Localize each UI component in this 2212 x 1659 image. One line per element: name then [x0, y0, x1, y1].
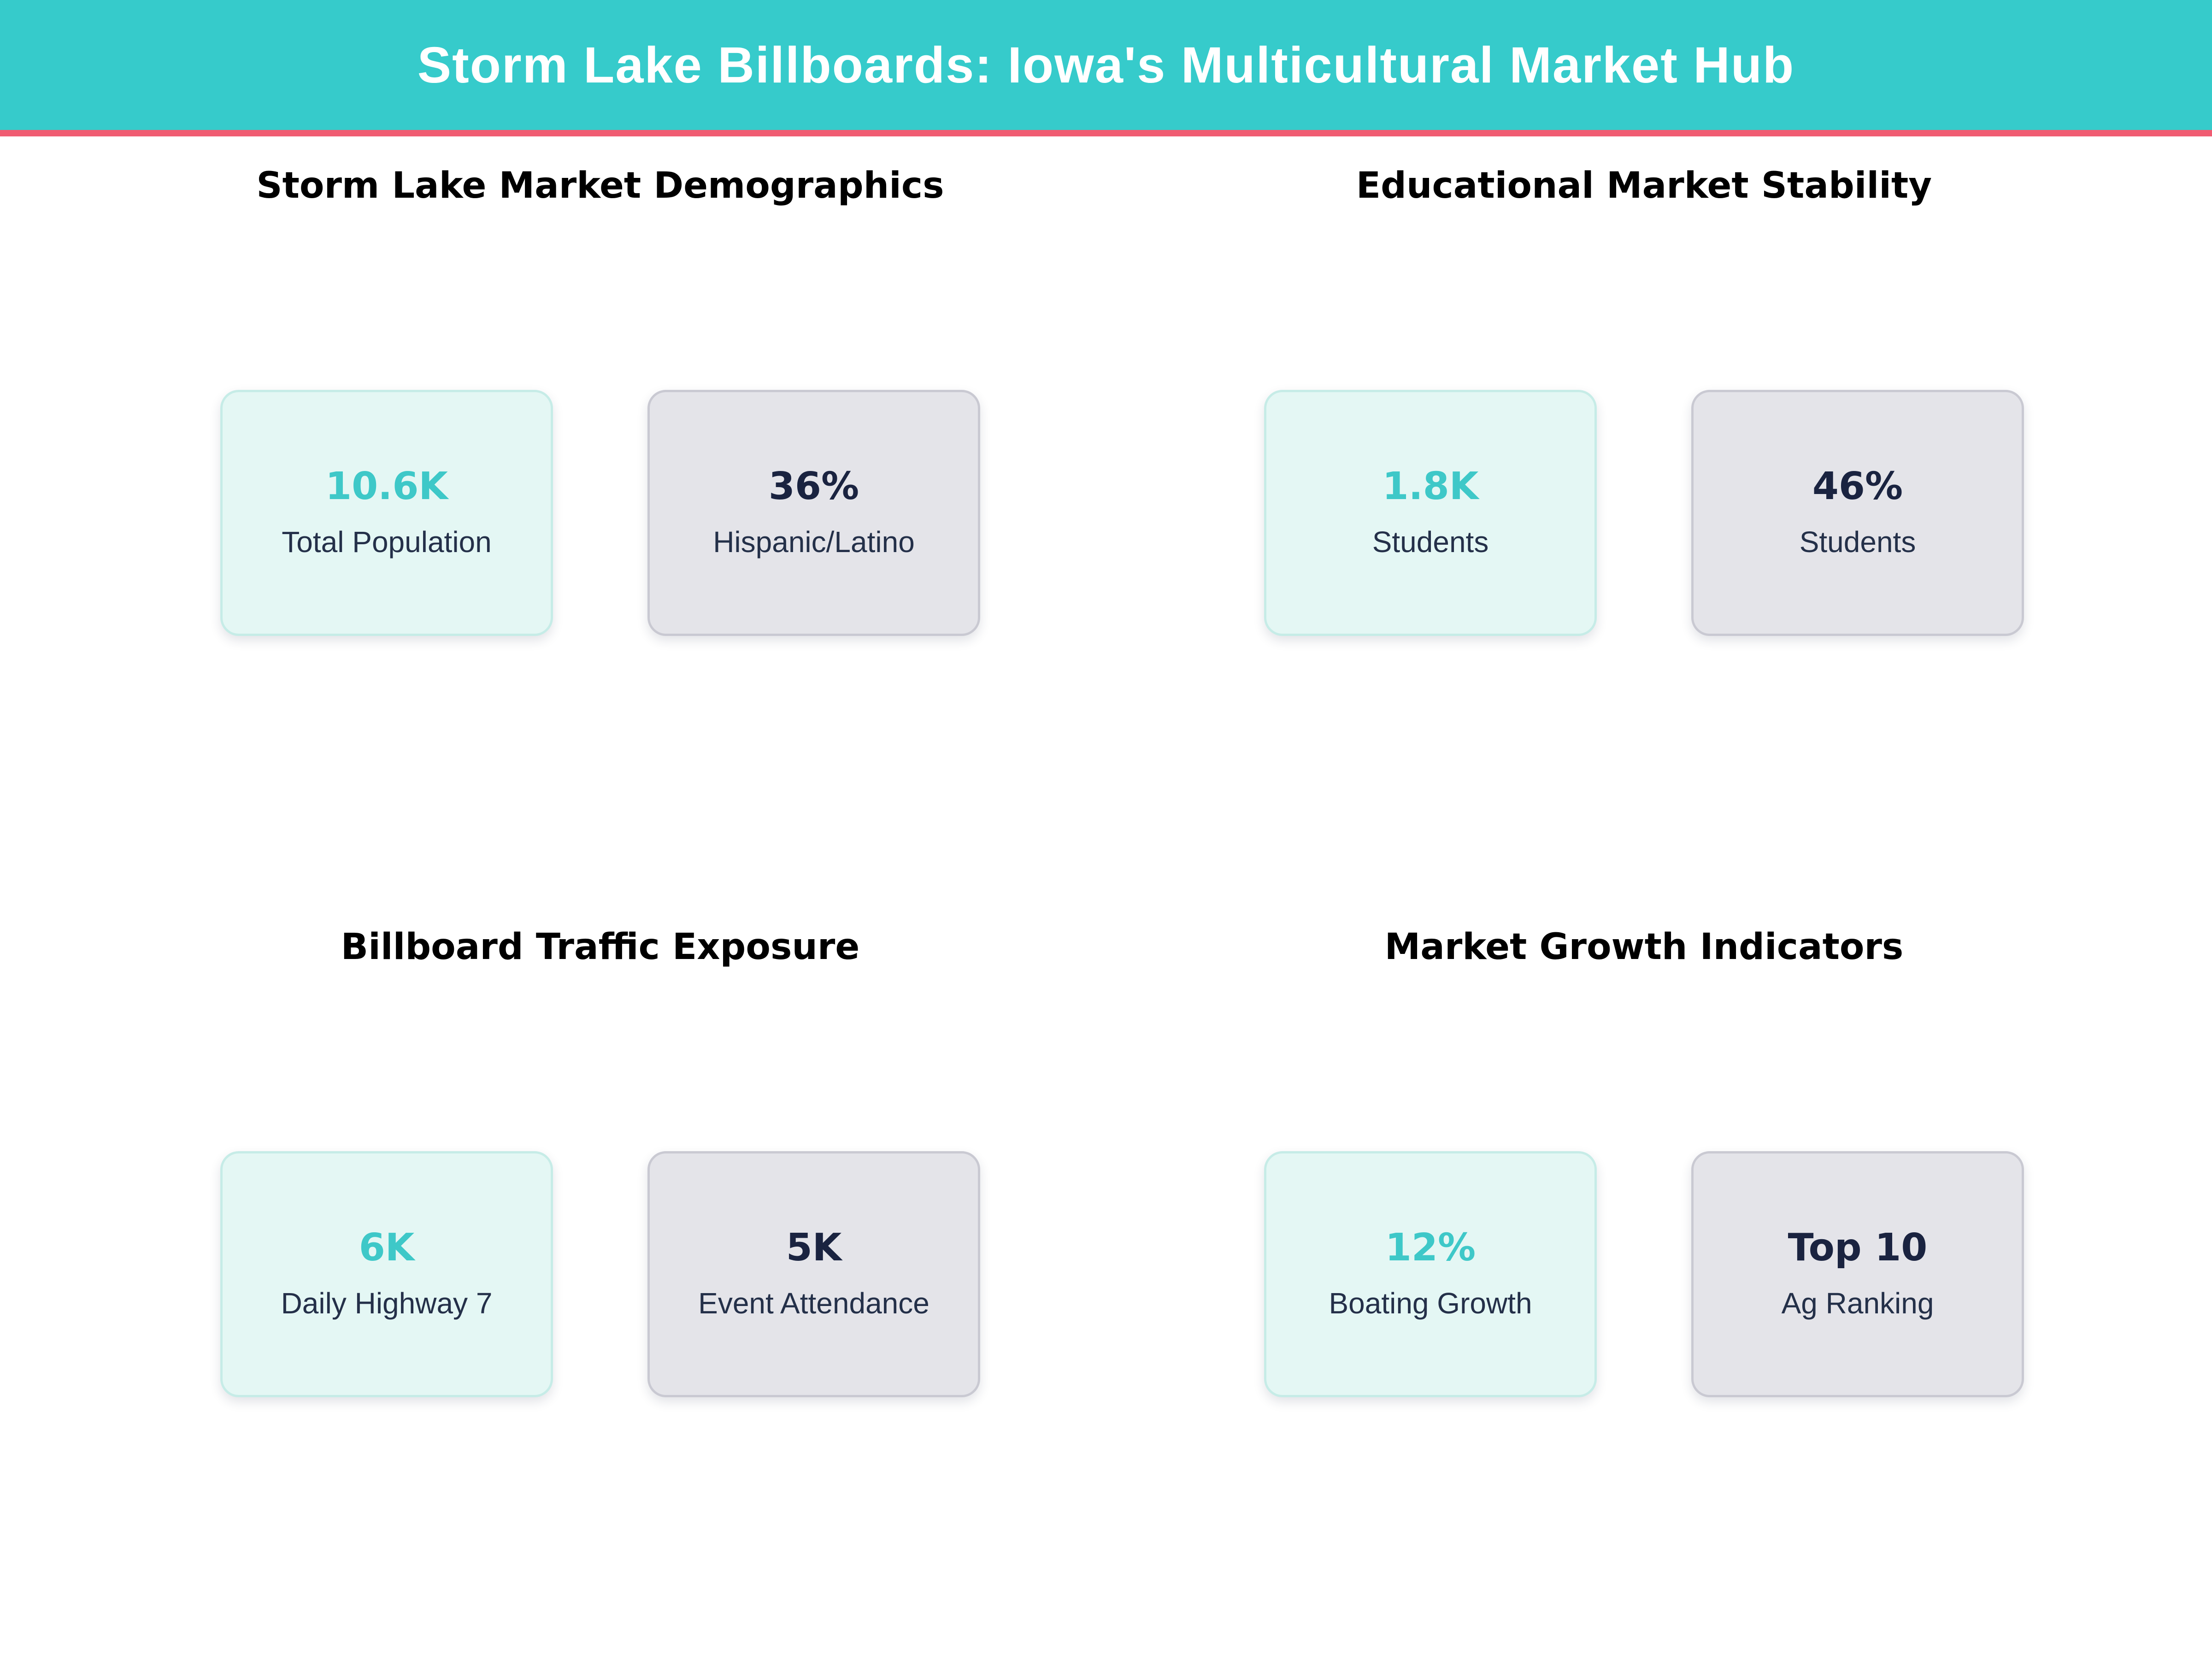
- page-title: Storm Lake Billboards: Iowa's Multicultu…: [417, 36, 1795, 94]
- stat-card-boating-growth: 12% Boating Growth: [1264, 1151, 1597, 1397]
- stat-label: Boating Growth: [1329, 1286, 1532, 1320]
- stat-card-students-percent: 46% Students: [1691, 390, 2024, 636]
- section-educational-stability: Educational Market Stability 1.8K Studen…: [1122, 136, 2166, 898]
- stat-value: 36%: [768, 464, 859, 508]
- card-row: 10.6K Total Population 36% Hispanic/Lati…: [220, 206, 980, 819]
- stat-label: Students: [1372, 525, 1489, 559]
- section-growth-indicators: Market Growth Indicators 12% Boating Gro…: [1122, 898, 2166, 1659]
- stat-value: 6K: [359, 1225, 415, 1270]
- stat-value: 1.8K: [1382, 464, 1479, 508]
- stat-label: Total Population: [282, 525, 492, 559]
- stat-card-event-attendance: 5K Event Attendance: [647, 1151, 980, 1397]
- stat-card-hispanic-latino: 36% Hispanic/Latino: [647, 390, 980, 636]
- stat-value: 5K: [786, 1225, 842, 1270]
- stat-card-total-population: 10.6K Total Population: [220, 390, 553, 636]
- header-divider: [0, 130, 2212, 136]
- stat-label: Daily Highway 7: [281, 1286, 493, 1320]
- card-row: 6K Daily Highway 7 5K Event Attendance: [220, 968, 980, 1581]
- stat-value: Top 10: [1788, 1225, 1928, 1270]
- stat-value: 12%: [1385, 1225, 1476, 1270]
- card-row: 12% Boating Growth Top 10 Ag Ranking: [1264, 968, 2024, 1581]
- stat-value: 10.6K: [325, 464, 448, 508]
- header-banner: Storm Lake Billboards: Iowa's Multicultu…: [0, 0, 2212, 130]
- stat-label: Hispanic/Latino: [713, 525, 915, 559]
- stat-card-daily-highway: 6K Daily Highway 7: [220, 1151, 553, 1397]
- stat-label: Ag Ranking: [1781, 1286, 1934, 1320]
- section-title: Market Growth Indicators: [1384, 926, 1904, 968]
- section-title: Storm Lake Market Demographics: [256, 165, 944, 206]
- stat-value: 46%: [1812, 464, 1903, 508]
- stats-grid: Storm Lake Market Demographics 10.6K Tot…: [0, 136, 2212, 1659]
- stat-card-students-count: 1.8K Students: [1264, 390, 1597, 636]
- stat-card-ag-ranking: Top 10 Ag Ranking: [1691, 1151, 2024, 1397]
- section-market-demographics: Storm Lake Market Demographics 10.6K Tot…: [78, 136, 1122, 898]
- card-row: 1.8K Students 46% Students: [1264, 206, 2024, 819]
- stat-label: Students: [1799, 525, 1916, 559]
- section-title: Billboard Traffic Exposure: [341, 926, 860, 968]
- section-traffic-exposure: Billboard Traffic Exposure 6K Daily High…: [78, 898, 1122, 1659]
- stat-label: Event Attendance: [698, 1286, 930, 1320]
- section-title: Educational Market Stability: [1356, 165, 1932, 206]
